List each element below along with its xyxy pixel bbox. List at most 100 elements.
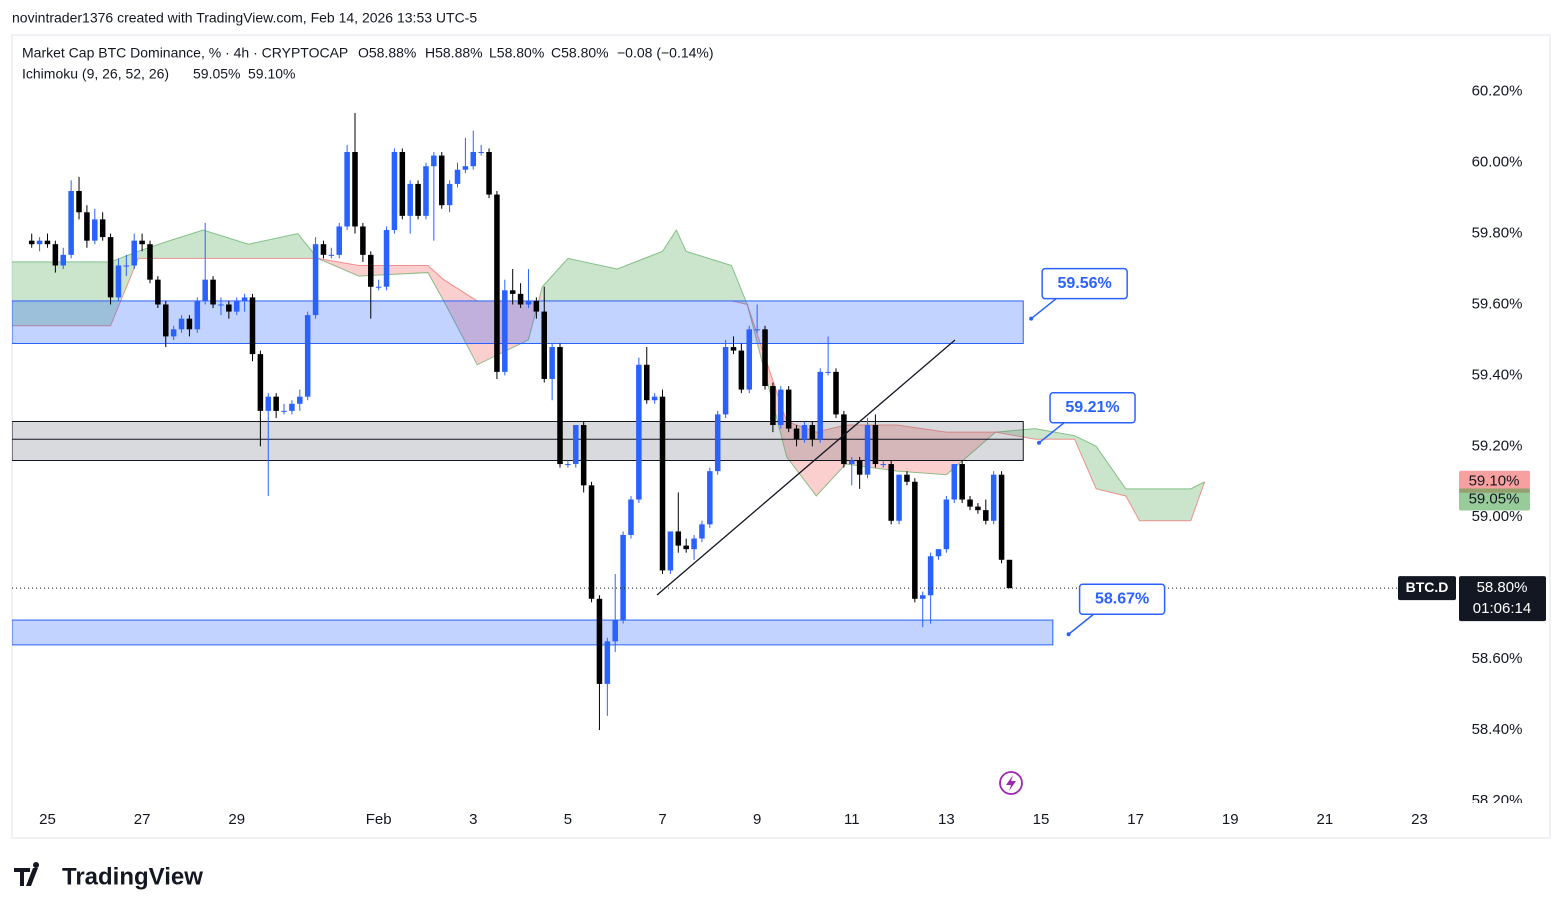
candle-body: [281, 410, 287, 412]
candle-body: [738, 350, 745, 390]
cloud-fill: [686, 251, 732, 301]
candle-body: [557, 347, 563, 465]
x-tick-label: 7: [658, 811, 666, 828]
price-badge-label: 58.80%: [1477, 579, 1528, 596]
candle-body: [998, 474, 1005, 560]
x-tick-label: 17: [1127, 811, 1144, 828]
candle-body: [28, 240, 35, 245]
candle-body: [233, 300, 240, 312]
candle-body: [549, 347, 555, 379]
candle-body: [628, 499, 634, 535]
price-badge: [1459, 576, 1546, 622]
candle-body: [849, 460, 855, 465]
candle-body: [336, 226, 342, 255]
candle-body: [99, 219, 106, 238]
candle-body: [162, 304, 169, 337]
candle-body: [470, 152, 477, 167]
indicator-value: 59.05%: [193, 66, 240, 82]
legend-high: H58.88%: [425, 45, 483, 61]
callout-box: [1078, 583, 1166, 616]
alert-icon[interactable]: [999, 771, 1023, 795]
indicator-badge: [1459, 488, 1530, 511]
candle-body: [573, 425, 579, 465]
y-tick-label: 59.80%: [1472, 225, 1523, 242]
callout-anchor: [1029, 316, 1034, 321]
candle-body: [92, 219, 98, 241]
callout-tail: [1030, 298, 1057, 320]
cloud-fill: [248, 233, 298, 259]
y-tick-label: 60.20%: [1472, 83, 1523, 100]
cloud-fill: [845, 425, 898, 472]
candle-body: [604, 641, 611, 684]
candle-body: [202, 279, 208, 301]
trend-line: [656, 339, 956, 596]
candle-body: [84, 212, 90, 241]
callout-box: [1049, 392, 1136, 424]
x-tick-label: 3: [469, 811, 477, 828]
candle-body: [423, 166, 429, 216]
candle-body: [509, 290, 516, 294]
candle-body: [1006, 559, 1013, 589]
candle-body: [935, 549, 942, 557]
candle-body: [297, 396, 303, 404]
candle-body: [178, 318, 185, 330]
candle-body: [131, 240, 137, 266]
indicator-badge-label: 59.10%: [1469, 473, 1520, 490]
candle-body: [155, 279, 161, 305]
candle-body: [44, 240, 51, 245]
candle-body: [707, 471, 713, 525]
candle-body: [841, 414, 847, 465]
candle-body: [375, 286, 382, 288]
candle-body: [241, 297, 248, 301]
cloud-fill: [358, 265, 428, 277]
zone: [12, 619, 1054, 646]
candle-body: [880, 464, 887, 466]
x-tick-label: 13: [938, 811, 955, 828]
candle-body: [68, 191, 74, 255]
cloud-fill: [1096, 446, 1126, 496]
candle-body: [147, 244, 153, 280]
cloud-line: [12, 228, 1205, 497]
candle-body: [659, 396, 666, 571]
candle-body: [533, 300, 540, 312]
candle-body: [620, 534, 626, 621]
candle-body: [951, 464, 958, 500]
candle-body: [778, 389, 784, 426]
candle-body: [596, 598, 603, 684]
plot: [12, 113, 1453, 730]
candle-body: [612, 620, 618, 642]
candle-body: [226, 304, 232, 312]
x-tick-label: 19: [1222, 811, 1239, 828]
candle-body: [856, 460, 863, 475]
countdown: 01:06:14: [1473, 600, 1531, 617]
candle-body: [746, 329, 753, 390]
candle-body: [431, 155, 437, 167]
callout-anchor: [1066, 632, 1071, 637]
y-tick-label: 58.20%: [1472, 792, 1523, 809]
candle-body: [864, 425, 871, 475]
candle-body: [801, 425, 808, 440]
candle-body: [407, 183, 413, 216]
indicator-badge: [1459, 470, 1530, 493]
x-tick-label: 27: [134, 811, 151, 828]
y-tick-label: 59.40%: [1472, 366, 1523, 383]
callout-label: 59.56%: [1058, 275, 1112, 292]
candle-body: [990, 474, 997, 521]
candle-body: [912, 481, 918, 599]
candle-body: [896, 474, 902, 521]
candle-body: [139, 240, 145, 245]
alert-bolt: [1006, 775, 1016, 791]
brand: TradingView: [62, 863, 203, 890]
candle-body: [651, 396, 658, 401]
candle-body: [872, 425, 879, 465]
callout-tail: [1068, 613, 1095, 635]
cloud-fill: [1139, 488, 1191, 521]
candle-body: [320, 244, 327, 255]
symbol-badge: [1398, 576, 1456, 601]
candle-body: [722, 347, 729, 415]
candle-body: [675, 531, 682, 546]
candle-body: [517, 293, 524, 305]
callout-label: 58.67%: [1095, 590, 1149, 607]
candle-body: [478, 152, 484, 154]
candle-body: [975, 506, 981, 511]
